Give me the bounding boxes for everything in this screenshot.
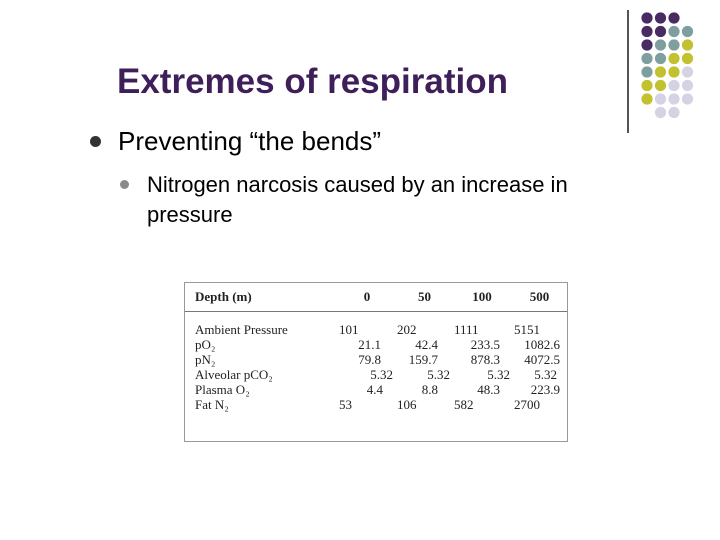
table-row: pN₂ 79.8 159.7 878.3 4072.5 [185,352,567,367]
table-cell: 5.32 [370,367,393,382]
table-row-label: pO₂ [195,337,216,352]
table-cell: 42.4 [415,337,438,352]
decorative-dot [668,12,680,24]
table-cell: 106 [397,397,417,412]
slide-title: Extremes of respiration [117,62,508,101]
decorative-dot-grid [641,12,694,119]
table-row-label: Alveolar pCO₂ [195,367,273,382]
table-header-row: Depth (m) 0 50 100 500 [185,283,567,312]
decorative-dot [668,66,680,78]
decorative-dot [654,93,667,105]
table-cell: 2700 [514,397,540,412]
decorative-dot [681,25,694,38]
decorative-dot [654,79,667,92]
table-cell: 5.32 [487,367,510,382]
table-cell: 4.4 [366,382,383,397]
table-cell: 21.1 [358,337,381,352]
decorative-divider-line [627,10,629,133]
decorative-dot [668,79,680,92]
bullet-text: Nitrogen narcosis caused by an increase … [147,172,568,227]
decorative-dot [654,106,667,119]
table-cell: 101 [339,322,359,337]
decorative-dot [654,39,667,51]
table-row: Fat N₂ 53 106 582 2700 [185,397,567,412]
table-cell: 5151 [514,322,540,337]
data-table-container: Depth (m) 0 50 100 500 Ambient Pressure … [184,282,568,442]
decorative-dot [668,106,680,119]
table-cell: 4072.5 [524,352,560,367]
decorative-dot [668,39,680,51]
table-row-label: pN₂ [195,352,216,367]
table-row-label: Fat N₂ [195,397,229,412]
table-header-cell: Depth (m) [195,289,252,304]
table-header-cell: 50 [418,289,431,304]
table-header-cell: 100 [472,289,492,304]
table-header-cell: 500 [529,289,550,304]
table-cell: 8.8 [421,382,438,397]
decorative-dot [681,52,694,65]
depth-pressure-table: Depth (m) 0 50 100 500 Ambient Pressure … [185,283,567,412]
table-row: Alveolar pCO₂ 5.32 5.32 5.32 5.32 [185,367,567,382]
table-cell: 79.8 [358,352,381,367]
decorative-dot [668,52,680,65]
decorative-dot [681,39,694,51]
table-row: Ambient Pressure 101 202 1111 5151 [185,322,567,337]
decorative-dot [641,25,653,38]
bullet-text: Preventing “the bends” [118,126,382,156]
decorative-dot [641,52,653,65]
decorative-dot [641,66,653,78]
decorative-dot [681,93,694,105]
table-cell: 53 [339,397,352,412]
table-row-label: Ambient Pressure [195,322,288,337]
table-cell: 5.32 [427,367,450,382]
table-header-cell: 0 [363,289,371,304]
decorative-dot [668,25,680,38]
table-separator [185,311,567,322]
table-cell: 233.5 [470,337,500,352]
decorative-dot [641,39,653,51]
table-cell: 202 [397,322,417,337]
decorative-dot [681,79,694,92]
table-cell: 1082.6 [524,337,560,352]
decorative-dot [654,66,667,78]
decorative-dot [654,25,667,38]
decorative-dot [668,93,680,105]
table-cell: 878.3 [470,352,500,367]
table-row: pO₂ 21.1 42.4 233.5 1082.6 [185,337,567,352]
table-cell: 48.3 [477,382,500,397]
table-cell: 159.7 [408,352,438,367]
table-row-label: Plasma O₂ [195,382,250,397]
decorative-dot [641,12,653,24]
decorative-dot [641,93,653,105]
table-cell: 223.9 [530,382,560,397]
bullet-dot-icon [90,136,101,147]
decorative-dot [654,12,667,24]
table-cell: 5.32 [534,367,557,382]
bullet-dot-icon [120,180,129,189]
decorative-dot [654,52,667,65]
table-cell: 1111 [454,322,479,337]
table-row: Plasma O₂ 4.4 8.8 48.3 223.9 [185,382,567,397]
decorative-dot [681,66,694,78]
decorative-dot [641,79,653,92]
table-cell: 582 [454,397,474,412]
